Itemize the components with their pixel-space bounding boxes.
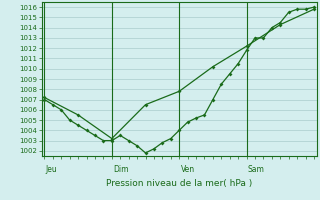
Text: Sam: Sam — [248, 165, 265, 174]
Text: Ven: Ven — [180, 165, 195, 174]
Text: Dim: Dim — [113, 165, 129, 174]
Text: Jeu: Jeu — [46, 165, 58, 174]
Text: Pression niveau de la mer( hPa ): Pression niveau de la mer( hPa ) — [106, 179, 252, 188]
